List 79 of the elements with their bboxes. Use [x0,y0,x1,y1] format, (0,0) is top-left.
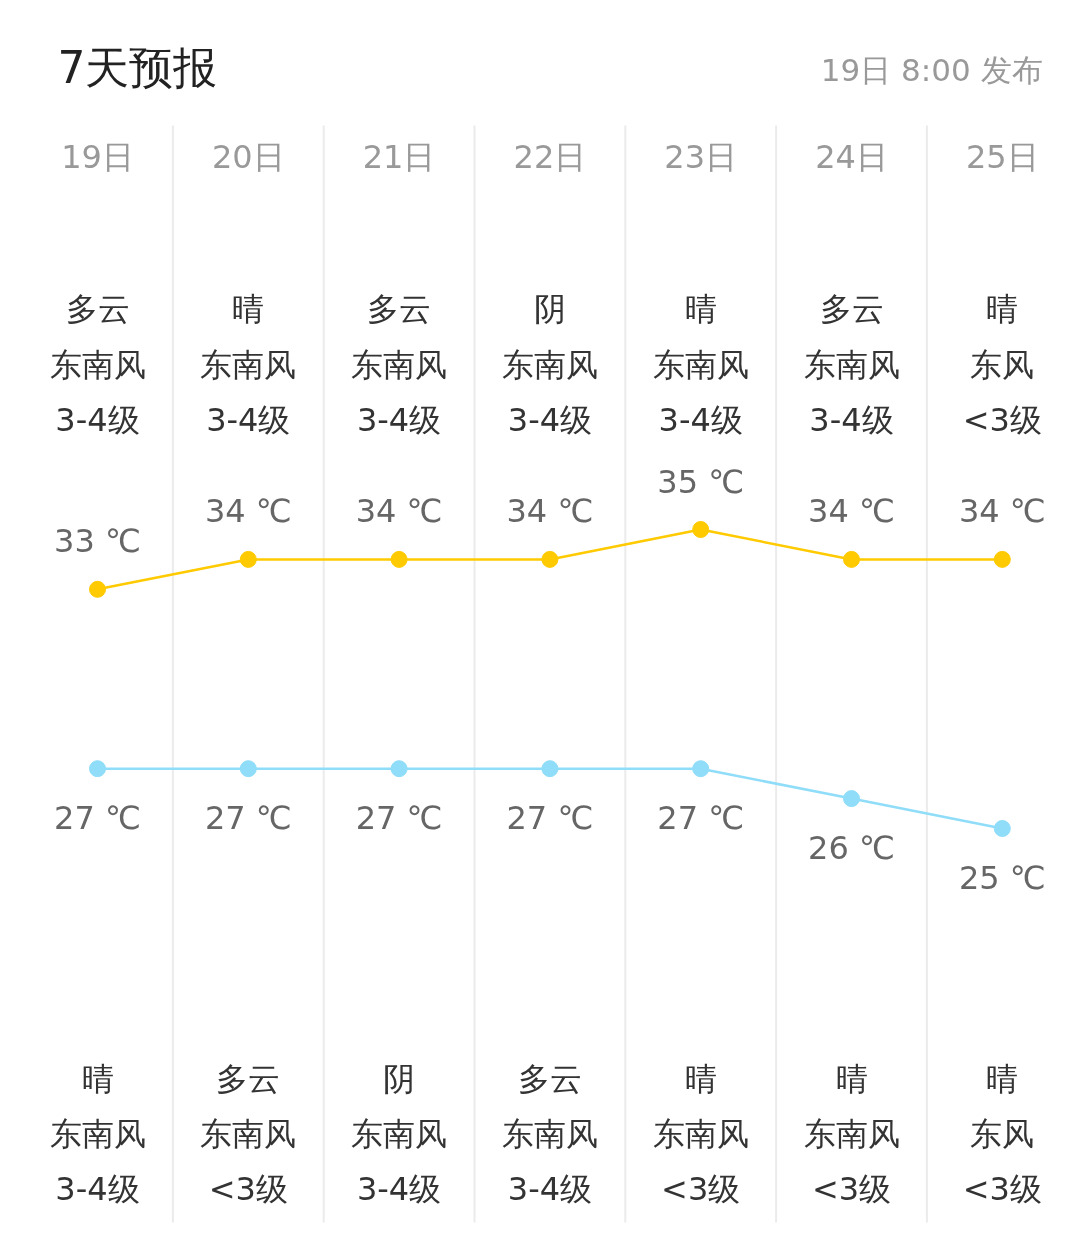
text: 东南风 [351,1114,448,1153]
text: 多云 [517,1059,582,1098]
point [89,580,106,598]
data-label: 35 ℃ [657,462,745,501]
point [541,760,559,778]
text: <3级 [962,1169,1042,1208]
text: 东风 [970,1114,1035,1153]
text: 晴 [232,289,265,328]
text: 3-4级 [507,400,593,439]
text: 晴 [986,1059,1019,1098]
point [541,550,559,568]
text: 3-4级 [507,1169,593,1208]
text: 3-4级 [809,400,894,439]
data-label: 27 ℃ [204,798,292,837]
point [993,550,1011,568]
data-label: 34 ℃ [506,492,594,531]
data-label: 27 ℃ [355,798,443,837]
data-label: 34 ℃ [355,492,443,531]
text: 阴 [383,1059,416,1098]
data-label: 34 ℃ [204,492,292,531]
text: 东南风 [652,345,749,384]
data-label: 27 ℃ [506,798,594,837]
point [390,550,408,568]
data-label: 34 ℃ [808,492,895,531]
data-label: 27 ℃ [657,798,745,837]
point [692,521,710,538]
text: 3-4级 [55,400,140,439]
text: <3级 [208,1169,288,1208]
point [993,820,1011,837]
x-tick-label: 22日 [513,137,587,176]
text: <3级 [962,400,1042,439]
point [843,550,860,568]
data-label: 25 ℃ [958,858,1046,897]
text: 东风 [970,345,1035,384]
text: 东南风 [200,345,297,384]
x-tick-label: 21日 [362,137,436,176]
text: 3-4级 [356,1169,442,1208]
data-label: 26 ℃ [808,828,895,867]
x-tick-label: 25日 [965,137,1039,176]
text: 晴 [986,289,1019,328]
text: 东南风 [351,345,448,384]
chart-title: 7天预报 [57,42,218,93]
point [390,760,408,778]
point [239,760,257,778]
data-label: 33 ℃ [54,522,141,561]
text: 多云 [367,289,432,328]
text: 东南风 [49,1114,146,1153]
x-tick-label: 23日 [664,137,738,176]
text: 东南风 [652,1114,749,1153]
text: 3-4级 [658,400,743,439]
text: 晴 [81,1059,114,1098]
text: 晴 [835,1059,868,1098]
text: 3-4级 [206,400,291,439]
text: 东南风 [501,345,598,384]
text: 3-4级 [356,400,442,439]
data-label: 27 ℃ [54,798,141,837]
text: 东南风 [49,345,146,384]
text: 阴 [533,289,566,328]
text: 东南风 [501,1114,598,1153]
text: 3-4级 [55,1169,140,1208]
x-tick-label: 19日 [61,137,134,176]
chart-subtitle: 19日 8:00 发布 [820,51,1043,88]
point [89,760,106,778]
text: 晴 [684,289,717,328]
text: 多云 [65,289,130,328]
text: 东南风 [200,1114,297,1153]
text: 东南风 [803,345,900,384]
text: 多云 [216,1059,281,1098]
text: 东南风 [803,1114,900,1153]
text: <3级 [661,1169,741,1208]
x-tick-label: 20日 [211,137,285,176]
point [239,550,257,568]
text: 多云 [819,289,884,328]
text: <3级 [811,1169,892,1208]
text: 晴 [684,1059,717,1098]
data-label: 34 ℃ [958,492,1046,531]
x-tick-label: 24日 [815,137,888,176]
point [692,760,710,778]
point [843,790,860,808]
